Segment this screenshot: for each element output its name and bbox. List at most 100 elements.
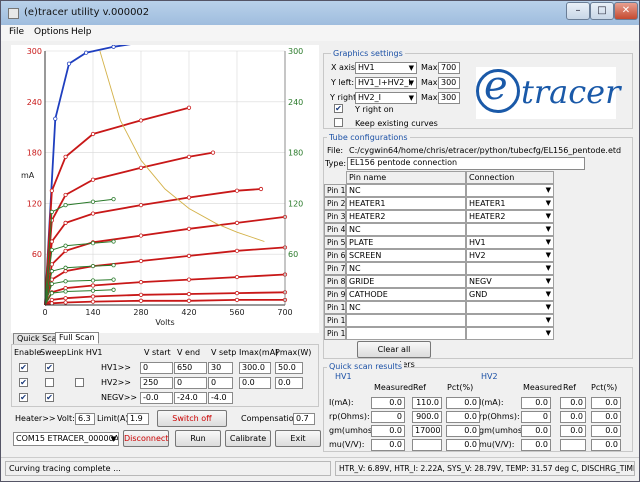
pin-name-input[interactable]: NC <box>346 301 466 314</box>
pin-name-input[interactable]: NC <box>346 262 466 275</box>
pin-name-input[interactable] <box>346 314 466 327</box>
heater-volt-input[interactable]: 6.3 <box>75 413 95 425</box>
pin-connection-select[interactable]: HEATER1 ▼ <box>466 197 554 210</box>
hv1-sweep-checkbox[interactable]: ✔ <box>45 363 54 372</box>
y-right-max-input[interactable]: 300 <box>438 92 460 104</box>
compensation-input[interactable]: 0.7 <box>293 413 315 425</box>
pin-connection-select[interactable]: HV1 ▼ <box>466 236 554 249</box>
switch-off-heater-button[interactable]: Switch off heater <box>157 410 227 438</box>
status-message: Curving tracing complete ... <box>5 461 331 476</box>
hv1-pmax-input[interactable]: 50.0 <box>275 362 303 374</box>
series-line-6 <box>44 273 286 306</box>
chevron-down-icon: ▼ <box>545 303 551 311</box>
hv2-imax-input[interactable]: 0.0 <box>239 377 271 389</box>
exit-button[interactable]: Exit <box>275 430 321 447</box>
pin-name-input[interactable]: NC <box>346 223 466 236</box>
negv-label: NEGV>> <box>101 393 138 402</box>
heater-limit-input[interactable]: 1.9 <box>127 413 149 425</box>
y-left-tick-label: 240 <box>27 98 42 107</box>
minimize-button[interactable]: – <box>566 2 590 20</box>
pin-connection-select[interactable]: NEGV ▼ <box>466 275 554 288</box>
hv2-result-value: 0.0 <box>591 425 621 437</box>
hv1-results-header: Measured <box>374 383 414 392</box>
x-axis-label: X axis: <box>331 63 358 72</box>
pin-name-input[interactable]: PLATE <box>346 236 466 249</box>
chevron-down-icon: ▼ <box>110 435 116 443</box>
x-axis-value: HV1 <box>358 63 375 72</box>
y-left-value: HV1_I+HV2_I <box>358 78 411 87</box>
hv2-v-end-input[interactable]: 0 <box>174 377 207 389</box>
pin-connection-select[interactable]: ▼ <box>466 301 554 314</box>
pin-label: Pin 9 <box>324 288 346 301</box>
menu-file[interactable]: File <box>9 27 25 37</box>
pin-name-input[interactable]: NC <box>346 184 466 197</box>
tab-full-scan[interactable]: Full Scan <box>55 332 99 344</box>
hv2-result-label: mu(V/V): <box>479 440 515 449</box>
chevron-down-icon: ▼ <box>545 199 551 207</box>
data-point <box>49 188 54 193</box>
hv1-results-header: Pct(%) <box>447 383 474 392</box>
x-max-input[interactable]: 700 <box>438 62 460 74</box>
pin-name-input[interactable]: GRIDE <box>346 275 466 288</box>
menu-options[interactable]: Options <box>34 27 69 37</box>
hv1-imax-input[interactable]: 300.0 <box>239 362 271 374</box>
hv1-v-step-input[interactable]: 30 <box>208 362 233 374</box>
x-axis-select[interactable]: HV1 ▼ <box>355 62 417 74</box>
pin-name-input[interactable]: HEATER1 <box>346 197 466 210</box>
maximize-button[interactable]: □ <box>590 2 614 20</box>
pin-name-input[interactable]: HEATER2 <box>346 210 466 223</box>
data-point <box>138 258 144 264</box>
y-left-select[interactable]: HV1_I+HV2_I ▼ <box>355 77 417 89</box>
data-point <box>210 150 216 155</box>
pin-name-input[interactable]: SCREEN <box>346 249 466 262</box>
negv-v-step-input[interactable]: -4.0 <box>208 392 233 404</box>
title-bar[interactable]: (e)tracer utility v.000002 – □ ✕ <box>1 1 639 25</box>
pin-name-input[interactable]: CATHODE <box>346 288 466 301</box>
negv-v-start-input[interactable]: -0.0 <box>140 392 173 404</box>
keep-existing-checkbox[interactable] <box>334 118 343 127</box>
menu-help[interactable]: Help <box>71 27 92 37</box>
disconnect-button[interactable]: Disconnect <box>123 430 169 447</box>
type-input[interactable]: EL156 pentode connection <box>347 157 585 170</box>
graphics-settings-title: Graphics settings <box>331 49 405 58</box>
pin-connection-select[interactable]: ▼ <box>466 223 554 236</box>
negv-v-end-input[interactable]: -24.0 <box>174 392 207 404</box>
pin-name-input[interactable] <box>346 327 466 340</box>
menu-bar: File Options Help <box>1 25 639 41</box>
data-point <box>63 289 68 294</box>
hv1-v-start-input[interactable]: 0 <box>140 362 173 374</box>
data-point <box>234 248 240 253</box>
y-right-on-checkbox[interactable]: ✔ <box>334 104 343 113</box>
pin-connection-select[interactable]: HV2 ▼ <box>466 249 554 262</box>
hv1-result-value: 17000.0 <box>412 425 442 437</box>
chevron-down-icon: ▼ <box>545 316 551 324</box>
pin-connection-select[interactable]: ▼ <box>466 184 554 197</box>
clear-all-params-button[interactable]: Clear all paramters <box>357 341 431 369</box>
close-button[interactable]: ✕ <box>614 2 638 20</box>
data-point <box>49 281 54 286</box>
hv1-enable-checkbox[interactable]: ✔ <box>19 363 28 372</box>
negv-sweep-checkbox[interactable]: ✔ <box>45 393 54 402</box>
pin-connection-select[interactable]: GND ▼ <box>466 288 554 301</box>
hv2-link-hv1-checkbox[interactable] <box>75 378 84 387</box>
hv2-v-start-input[interactable]: 250 <box>140 377 173 389</box>
y-right-select[interactable]: HV2_I ▼ <box>355 92 417 104</box>
y-left-max-input[interactable]: 300 <box>438 77 460 89</box>
pin-connection-select[interactable]: ▼ <box>466 327 554 340</box>
hv2-enable-checkbox[interactable]: ✔ <box>19 378 28 387</box>
data-point <box>138 202 144 208</box>
hv1-result-label: mu(V/V): <box>329 440 365 449</box>
pin-connection-select[interactable]: HEATER2 ▼ <box>466 210 554 223</box>
run-button[interactable]: Run <box>175 430 221 447</box>
pin-connection-select[interactable]: ▼ <box>466 262 554 275</box>
hv2-sweep-checkbox[interactable] <box>45 378 54 387</box>
calibrate-button[interactable]: Calibrate <box>225 430 271 447</box>
negv-enable-checkbox[interactable]: ✔ <box>19 393 28 402</box>
hv1-v-end-input[interactable]: 650 <box>174 362 207 374</box>
hv2-pmax-input[interactable]: 0.0 <box>275 377 303 389</box>
hv2-v-step-input[interactable]: 0 <box>208 377 233 389</box>
com-port-select[interactable]: COM15 ETRACER_00000A ▼ <box>13 432 119 446</box>
pin-connection-select[interactable]: ▼ <box>466 314 554 327</box>
data-point <box>90 299 96 304</box>
pin-connection-value: HEATER1 <box>469 199 506 208</box>
